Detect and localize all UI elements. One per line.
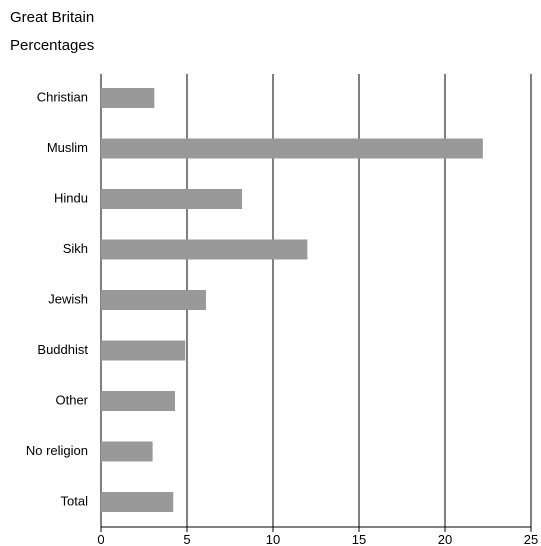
category-label: No religion xyxy=(26,443,88,458)
bar xyxy=(101,88,155,108)
category-label: Total xyxy=(61,493,89,508)
bar xyxy=(101,290,206,310)
x-tick-label: 0 xyxy=(97,532,104,546)
category-label: Christian xyxy=(37,89,88,104)
category-label: Other xyxy=(55,392,88,407)
category-label: Muslim xyxy=(47,140,88,155)
bar xyxy=(101,189,243,209)
category-label: Buddhist xyxy=(37,342,88,357)
x-tick-label: 20 xyxy=(438,532,452,546)
bar xyxy=(101,492,174,512)
bar xyxy=(101,138,483,159)
category-label: Sikh xyxy=(63,241,88,256)
bar xyxy=(101,239,308,260)
chart-region-label: Great Britain xyxy=(10,9,95,26)
x-tick-label: 25 xyxy=(524,532,538,546)
x-tick-label: 10 xyxy=(266,532,280,546)
x-tick-label: 15 xyxy=(352,532,366,546)
category-label: Hindu xyxy=(54,190,88,205)
category-label: Jewish xyxy=(48,291,88,306)
bar xyxy=(101,340,186,361)
bar xyxy=(101,441,153,462)
chart-unit-label: Percentages xyxy=(10,37,95,54)
x-tick-label: 5 xyxy=(183,532,190,546)
bar xyxy=(101,391,175,411)
